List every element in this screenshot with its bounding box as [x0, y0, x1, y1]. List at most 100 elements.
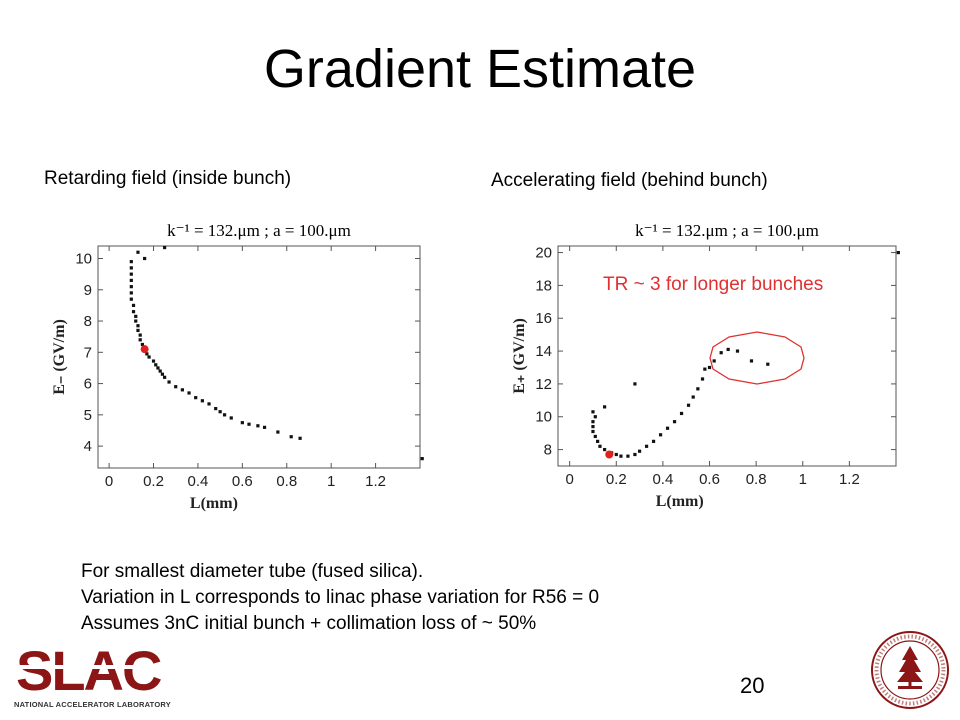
slac-logo-subtitle: NATIONAL ACCELERATOR LABORATORY [14, 700, 171, 709]
left-chart: k⁻¹ = 132.μm ; a = 100.μm 0 0.2 0.4 0.6 0.8 1 1… [30, 210, 440, 520]
x-tick-label: 1 [799, 471, 807, 488]
data-point [749, 359, 754, 363]
slac-logo: SLAC NATIONAL ACCELERATOR LABORATORY [14, 639, 184, 714]
data-point [156, 366, 160, 370]
data-point [298, 436, 302, 440]
data-point [154, 363, 158, 367]
plot-frame [557, 245, 897, 467]
x-tick-label: 1.2 [839, 471, 860, 488]
accelerating-field-plot: k⁻¹ = 132.μm ; a = 100.μm 0 0.2 0.4 0.6 0.8 1 1… [511, 221, 900, 510]
data-point [276, 430, 280, 434]
y-tick-label: 5 [84, 407, 92, 424]
data-point [591, 424, 595, 429]
right-chart: k⁻¹ = 132.μm ; a = 100.μm 0 0.2 0.4 0.6 0.8 1 1… [496, 212, 916, 522]
y-axis-label: E₊ (GV/m) [511, 318, 528, 394]
data-point [131, 310, 136, 314]
data-point [262, 425, 267, 429]
x-tick-label: 1.2 [365, 473, 386, 490]
highlight-decagon [709, 331, 805, 385]
data-point [207, 402, 211, 406]
data-point [136, 324, 140, 328]
data-point [187, 391, 191, 395]
data-point [229, 416, 233, 420]
data-point [672, 420, 677, 424]
x-tick-label: 0.6 [232, 473, 253, 490]
data-point [596, 439, 600, 443]
data-point [129, 285, 133, 289]
x-tick-label: 0.8 [276, 473, 297, 490]
data-point [247, 422, 251, 426]
data-point [140, 342, 145, 347]
data-point [420, 457, 424, 461]
page-number: 20 [740, 673, 765, 698]
data-point [633, 382, 637, 386]
data-point [766, 362, 770, 366]
y-tick-label: 10 [535, 409, 552, 426]
y-tick-label: 8 [84, 313, 92, 330]
y-tick-label: 8 [544, 442, 552, 459]
svg-text:SLAC: SLAC [16, 642, 161, 700]
data-point [626, 454, 630, 458]
data-point [593, 434, 597, 439]
data-point [163, 245, 167, 250]
data-point [614, 452, 618, 457]
data-point [644, 444, 649, 448]
data-point [136, 250, 140, 254]
data-point [134, 314, 138, 318]
data-point [633, 452, 637, 457]
y-tick-label: 16 [535, 310, 552, 327]
data-point [138, 338, 142, 342]
tr-annotation: TR ~ 3 for longer bunches [603, 274, 824, 295]
y-tick-label: 4 [84, 438, 92, 455]
data-point [598, 444, 602, 448]
data-point [129, 272, 133, 276]
y-tick-label: 20 [535, 245, 552, 262]
y-tick-label: 18 [535, 277, 552, 294]
data-point [200, 399, 204, 403]
data-point [138, 333, 142, 337]
right-panel-label: Accelerating field (behind bunch) [491, 170, 768, 191]
data-point [712, 359, 716, 363]
data-point [218, 410, 222, 414]
data-point [591, 429, 595, 434]
data-point [619, 454, 623, 458]
data-point [591, 420, 595, 424]
data-point [735, 349, 740, 353]
x-tick-label: 0.4 [188, 473, 209, 490]
highlight-point [140, 345, 149, 354]
data-point [637, 449, 642, 453]
x-axis-label: L(mm) [190, 495, 238, 512]
data-point [289, 435, 293, 439]
data-point [240, 421, 244, 425]
data-point [658, 433, 663, 437]
plot-frame [97, 245, 421, 469]
y-tick-label: 12 [535, 376, 552, 393]
y-tick-label: 6 [84, 376, 92, 393]
slide-title: Gradient Estimate [263, 39, 697, 99]
x-tick-label: 1 [327, 473, 335, 490]
note-line-2: Variation in L corresponds to linac phas… [81, 587, 600, 608]
data-point [707, 365, 712, 370]
data-point [129, 278, 133, 282]
data-point [143, 256, 147, 261]
chart-title: k⁻¹ = 132.μm ; a = 100.μm [167, 221, 351, 240]
x-axis-label: L(mm) [656, 493, 704, 510]
data-point [603, 447, 607, 452]
data-point [222, 413, 227, 417]
data-point [174, 385, 178, 389]
retarding-field-plot: k⁻¹ = 132.μm ; a = 100.μm 0 0.2 0.4 0.6 0.8 1 1… [51, 221, 424, 512]
data-point [129, 291, 133, 295]
x-tick-label: 0.4 [652, 471, 673, 488]
data-point [256, 424, 260, 428]
left-panel-label: Retarding field (inside bunch) [44, 168, 292, 189]
data-point [129, 297, 133, 301]
stanford-seal-icon [871, 631, 949, 709]
data-point [167, 380, 171, 384]
data-point [896, 250, 900, 255]
data-point [136, 328, 140, 333]
y-tick-label: 7 [84, 344, 92, 361]
note-line-3: Assumes 3nC initial bunch + collimation … [81, 613, 537, 634]
data-point [145, 352, 149, 356]
data-point [147, 355, 151, 359]
data-point [163, 375, 167, 379]
